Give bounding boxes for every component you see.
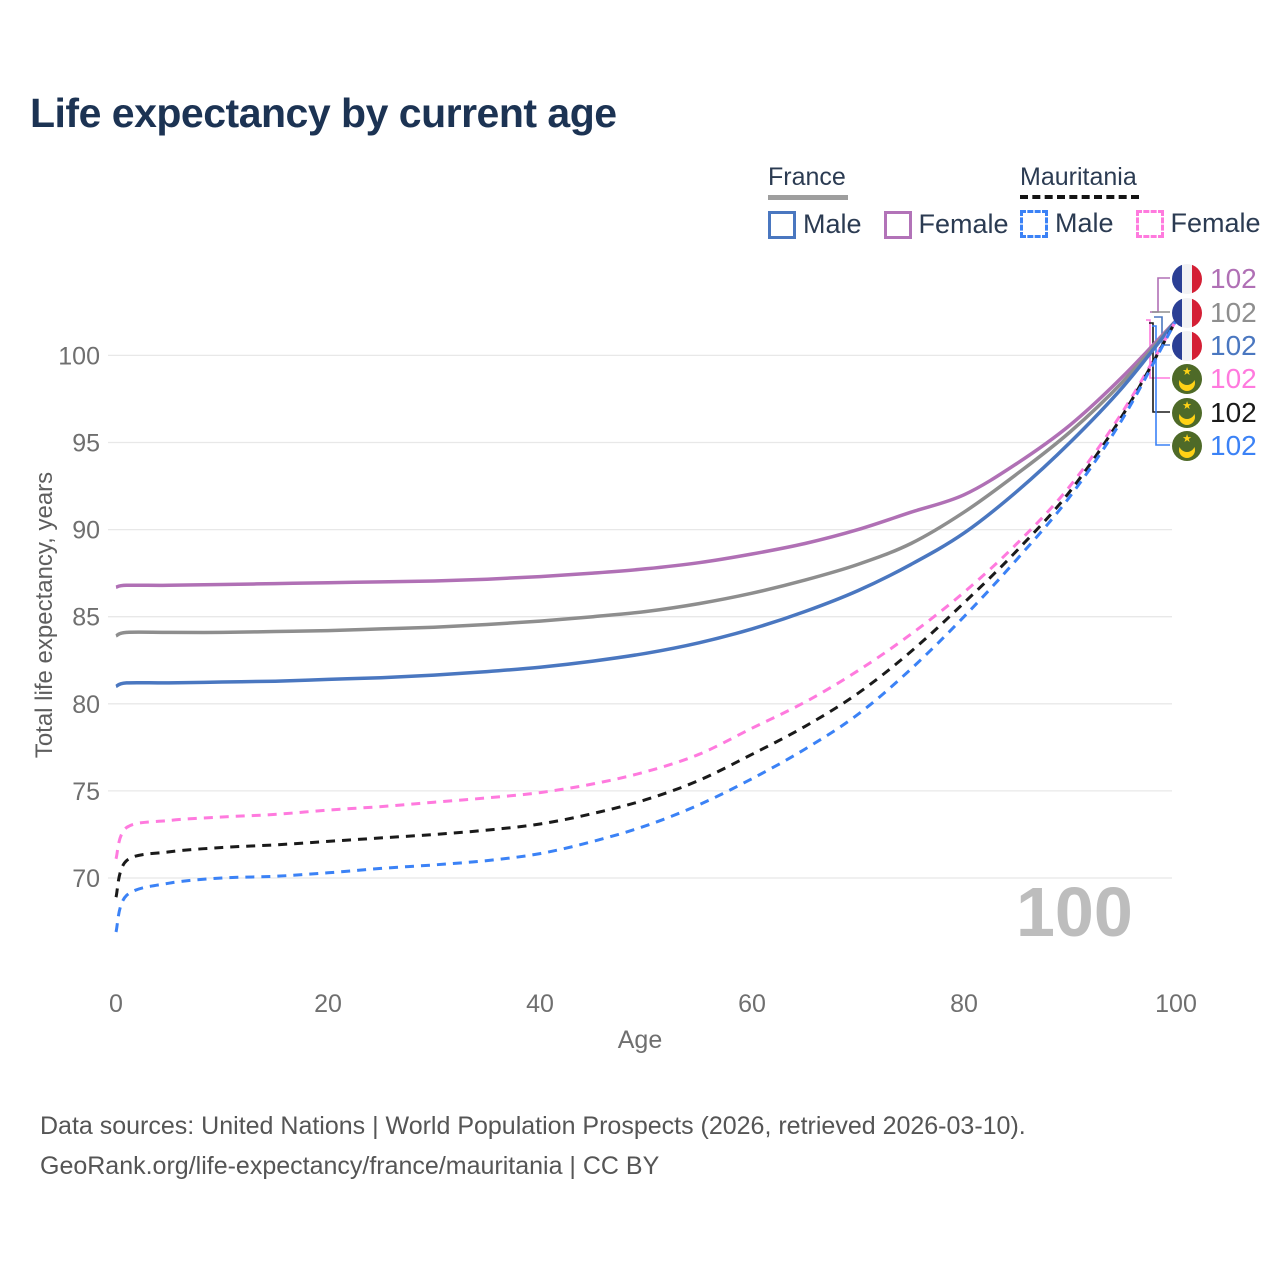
series-line-france-both-sexes (115, 319, 1178, 638)
y-axis-title: Total life expectancy, years (31, 471, 58, 759)
y-tick-label: 90 (72, 517, 100, 545)
legend-item-mauritania-female: Female (1135, 208, 1261, 239)
mauritania-flag-icon: ★ (1172, 431, 1202, 461)
series-line-france-female (115, 319, 1178, 589)
x-tick-label: 100 (1155, 990, 1197, 1018)
series-line-mauritania-female (114, 319, 1178, 860)
legend-header-mauritania: Mauritania (1020, 163, 1139, 199)
y-tick-label: 95 (72, 430, 100, 458)
france-male-swatch-icon (768, 210, 796, 239)
end-value: 102 (1210, 397, 1257, 428)
france-female-swatch-icon (883, 210, 912, 239)
x-tick-label: 40 (526, 990, 554, 1018)
leader-line (1149, 322, 1170, 413)
leader-line (1152, 325, 1170, 446)
france-flag-icon (1172, 264, 1202, 294)
end-value: 102 (1210, 363, 1257, 394)
legend-item-france-male: Male (768, 209, 862, 240)
end-value: 102 (1210, 263, 1257, 294)
mauritania-flag-icon: ★ (1172, 364, 1202, 394)
legend-item-france-female: Female (883, 209, 1009, 240)
y-tick-label: 80 (72, 691, 100, 719)
y-tick-label: 70 (72, 865, 100, 893)
mauritania-male-swatch-icon (1020, 209, 1048, 238)
france-flag-icon (1172, 298, 1202, 328)
legend-item-mauritania-male: Male (1020, 208, 1114, 239)
legend-label: Male (803, 209, 862, 239)
mauritania-female-swatch-icon (1135, 209, 1164, 238)
x-tick-label: 80 (950, 990, 978, 1018)
end-label-france-female: 102 (1172, 263, 1257, 295)
x-axis-title: Age (617, 1026, 663, 1054)
end-label-france-both: 102 (1172, 297, 1257, 329)
legend-label: Female (918, 209, 1009, 239)
legend-label: Female (1170, 208, 1261, 238)
leader-line (1154, 316, 1170, 346)
y-tick-label: 100 (58, 342, 100, 370)
end-label-mauritania-both: ★ 102 (1172, 397, 1257, 429)
footer: Data sources: United Nations | World Pop… (40, 1106, 1026, 1186)
end-value: 102 (1210, 330, 1257, 361)
legend-group-mauritania: Mauritania Male Female (1020, 163, 1261, 239)
x-tick-label: 0 (109, 990, 123, 1018)
y-tick-label: 75 (72, 778, 100, 806)
legend-label: Male (1055, 208, 1114, 238)
x-tick-label: 20 (314, 990, 342, 1018)
end-value: 102 (1210, 297, 1257, 328)
page-title: Life expectancy by current age (30, 90, 617, 136)
end-value: 102 (1210, 430, 1257, 461)
end-label-mauritania-female: ★ 102 (1172, 363, 1257, 395)
footer-sources-line: Data sources: United Nations | World Pop… (40, 1112, 1026, 1140)
series-line-mauritania-male (114, 319, 1178, 933)
mauritania-flag-icon: ★ (1172, 398, 1202, 428)
legend-group-france: France Male Female (768, 163, 1009, 240)
leader-line (1150, 277, 1170, 313)
legend-header-france: France (768, 163, 848, 200)
series-line-mauritania-both-sexes (114, 319, 1178, 898)
watermark-age-100: 100 (1016, 873, 1133, 951)
end-label-france-male: 102 (1172, 330, 1257, 362)
end-label-mauritania-male: ★ 102 (1172, 430, 1257, 462)
footer-url-line: GeoRank.org/life-expectancy/france/mauri… (40, 1152, 660, 1180)
france-flag-icon (1172, 331, 1202, 361)
series-line-france-male (115, 319, 1178, 689)
y-tick-label: 85 (72, 604, 100, 632)
x-tick-label: 60 (738, 990, 766, 1018)
